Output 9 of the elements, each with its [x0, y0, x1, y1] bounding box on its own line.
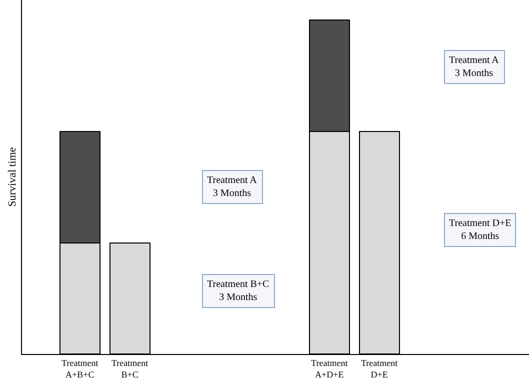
- text: Treatment D+E 6 Months: [449, 218, 512, 242]
- text: Treatment A 3 Months: [449, 55, 500, 79]
- x-tick-label: Treatment D+E: [360, 358, 398, 380]
- x-tick-label: Treatment A+B+C: [62, 358, 99, 380]
- x-tick-label: Treatment A+D+E: [311, 358, 348, 380]
- x-tick-label: Treatment B+C: [111, 358, 149, 380]
- y-axis-title: Survival time: [6, 147, 19, 207]
- annotation: Treatment B+C 3 Months: [207, 279, 270, 303]
- annotation: Treatment A 3 Months: [207, 175, 258, 199]
